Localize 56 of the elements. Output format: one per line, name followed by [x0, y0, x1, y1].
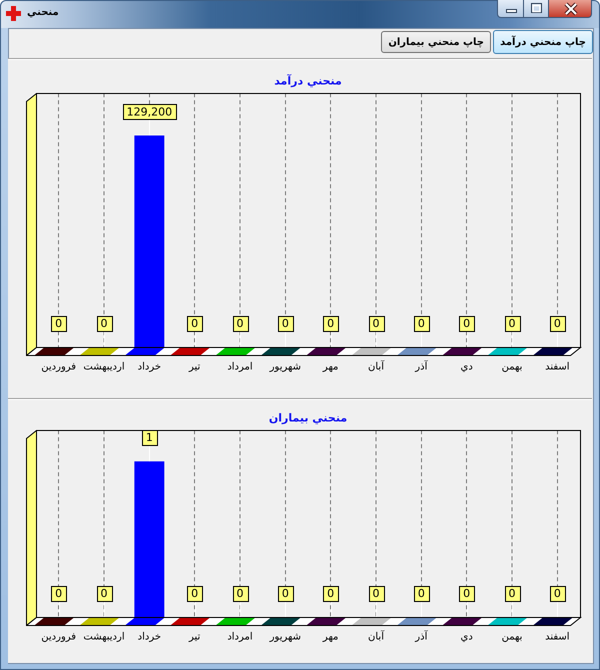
data-label: 0 [282, 316, 289, 330]
x-tick-label: امرداد [227, 632, 253, 643]
x-tick-label: شهريور [268, 362, 301, 373]
data-label: 0 [372, 316, 380, 330]
chart-title: منحني بيماران [268, 411, 348, 424]
x-tick-label: ارديبهشت [83, 362, 125, 373]
x-tick-label: اسفند [545, 632, 570, 643]
x-tick-label: آبان [368, 630, 386, 643]
data-label: 0 [100, 586, 108, 600]
data-label: 0 [463, 586, 470, 600]
button[interactable]: چاپ منحني بيماران [381, 31, 491, 53]
data-label: 0 [55, 586, 62, 600]
minimize-button[interactable] [497, 0, 524, 18]
data-label: 0 [418, 316, 425, 330]
x-tick-label: شهريور [268, 632, 301, 643]
data-label: 0 [191, 586, 198, 600]
x-tick-label: آبان [368, 360, 386, 373]
data-label: 0 [282, 586, 289, 600]
data-label: 0 [55, 316, 62, 330]
x-tick-label: دي [460, 632, 473, 643]
x-tick-label: مهر [322, 632, 338, 643]
data-label: 0 [463, 316, 470, 330]
chart-title: منحني درآمد [274, 73, 342, 88]
x-tick-label: ارديبهشت [83, 632, 125, 643]
data-label: 0 [327, 316, 334, 330]
data-label: 0 [191, 316, 198, 330]
data-label: 1 [146, 431, 153, 444]
data-label: 0 [554, 586, 561, 600]
x-tick-label: دي [460, 362, 473, 373]
close-button[interactable] [548, 0, 592, 18]
x-tick-label: بهمن [502, 362, 522, 373]
x-tick-label: مهر [322, 362, 338, 373]
x-tick-label: فروردين [41, 632, 76, 643]
data-label: 0 [100, 316, 108, 330]
data-label: 0 [508, 586, 516, 600]
maximize-button[interactable] [523, 0, 549, 18]
text: منحني [27, 7, 59, 18]
data-label: 0 [554, 316, 561, 330]
data-label: 0 [236, 316, 244, 330]
data-label: 0 [418, 586, 425, 600]
x-tick-label: تير [188, 632, 201, 643]
x-tick-label: اسفند [545, 362, 570, 373]
x-tick-label: بهمن [502, 632, 522, 643]
button[interactable]: چاپ منحني درآمد [493, 30, 593, 54]
data-label: 0 [327, 586, 334, 600]
data-label: 0 [236, 586, 244, 600]
data-label: 0 [508, 316, 516, 330]
x-tick-label: خرداد [138, 362, 162, 373]
data-label: 0 [372, 586, 380, 600]
x-tick-label: تير [188, 362, 201, 373]
x-tick-label: خرداد [138, 632, 162, 643]
x-tick-label: فروردين [41, 362, 76, 373]
data-label: 129,200 [126, 105, 172, 118]
x-tick-label: آذر [414, 360, 429, 373]
x-tick-label: آذر [414, 630, 429, 643]
x-tick-label: امرداد [227, 362, 253, 373]
